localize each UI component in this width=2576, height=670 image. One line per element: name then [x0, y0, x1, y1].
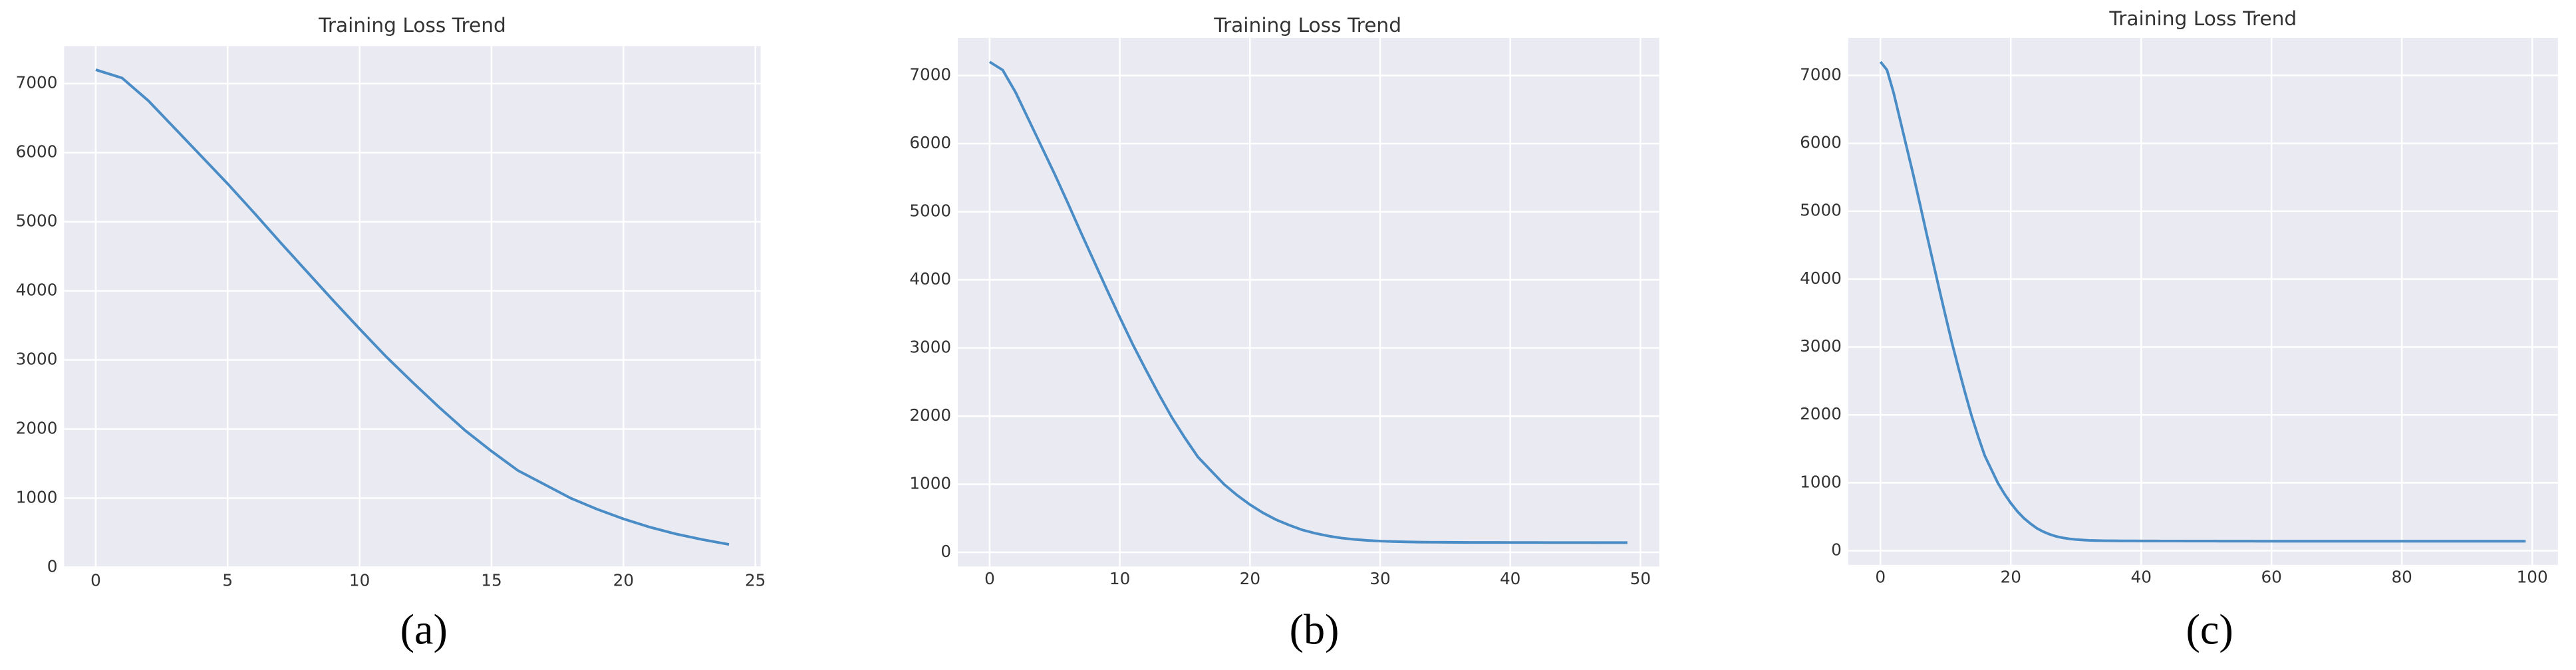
x-tick-label: 100: [2517, 568, 2548, 587]
x-tick-label: 25: [745, 571, 766, 590]
plot-area: [958, 37, 1659, 567]
y-tick-label: 6000: [909, 133, 951, 152]
chart-panel: 0 1000 2000 3000 4000 5000 6000 7000 0 20 40 60 80 10…: [1800, 7, 2558, 653]
x-tick-label: 20: [613, 571, 634, 590]
chart-title: Training Loss Trend: [1213, 13, 1401, 37]
y-tick-label: 1000: [909, 473, 951, 493]
y-tick-label: 1000: [1800, 472, 1842, 491]
chart-panel: 0 1000 2000 3000 4000 5000 6000 7000 0 5 10 15 20 25 T…: [16, 13, 766, 653]
panel-label: (c): [2186, 606, 2233, 653]
x-tick-label: 30: [1369, 569, 1390, 588]
x-tick-label: 50: [1630, 569, 1651, 588]
x-tick-label: 15: [481, 571, 501, 590]
loss-line: [1879, 60, 2526, 543]
y-tick-label: 6000: [1800, 133, 1842, 152]
chart-title: Training Loss Trend: [2108, 7, 2297, 30]
x-tick-label: 20: [1240, 569, 1260, 588]
y-tick-label: 2000: [16, 418, 58, 437]
chart-title: Training Loss Trend: [318, 13, 506, 37]
chart-panel: 0 1000 2000 3000 4000 5000 6000 7000 0 10 20 30 40 50…: [909, 13, 1659, 653]
x-tick-label: 60: [2261, 568, 2281, 587]
x-tick-label: 40: [1500, 569, 1520, 588]
y-tick-label: 7000: [16, 73, 58, 92]
x-tick-label: 10: [349, 571, 370, 590]
y-tick-label: 3000: [1800, 336, 1842, 356]
y-tick-label: 2000: [1800, 404, 1842, 423]
x-tick-label: 0: [1875, 568, 1886, 587]
x-tick-label: 80: [2391, 568, 2412, 587]
y-tick-label: 5000: [1800, 201, 1842, 220]
y-tick-label: 0: [1831, 540, 1842, 560]
y-tick-label: 4000: [16, 280, 58, 300]
x-tick-label: 40: [2131, 568, 2152, 587]
x-tick-label: 0: [984, 569, 995, 588]
x-tick-label: 5: [222, 571, 233, 590]
loss-line: [95, 68, 730, 546]
panel-label: (a): [400, 606, 448, 653]
x-tick-label: 20: [2001, 568, 2021, 587]
y-tick-label: 7000: [1800, 64, 1842, 84]
y-tick-label: 0: [940, 542, 951, 561]
y-tick-label: 3000: [909, 338, 951, 357]
x-tick-label: 10: [1109, 569, 1130, 588]
y-tick-label: 4000: [1800, 269, 1842, 288]
panel-label: (b): [1290, 606, 1340, 653]
plot-area: [1848, 37, 2558, 565]
y-tick-label: 5000: [909, 201, 951, 221]
y-tick-label: 2000: [909, 405, 951, 425]
loss-line: [988, 60, 1628, 544]
y-tick-label: 7000: [909, 65, 951, 84]
x-tick-label: 0: [90, 571, 101, 590]
y-tick-label: 4000: [909, 269, 951, 288]
plot-area: [64, 46, 761, 568]
y-tick-label: 0: [47, 556, 58, 576]
y-tick-label: 5000: [16, 211, 58, 231]
y-tick-label: 6000: [16, 142, 58, 162]
y-tick-label: 1000: [16, 487, 58, 506]
y-tick-label: 3000: [16, 350, 58, 369]
